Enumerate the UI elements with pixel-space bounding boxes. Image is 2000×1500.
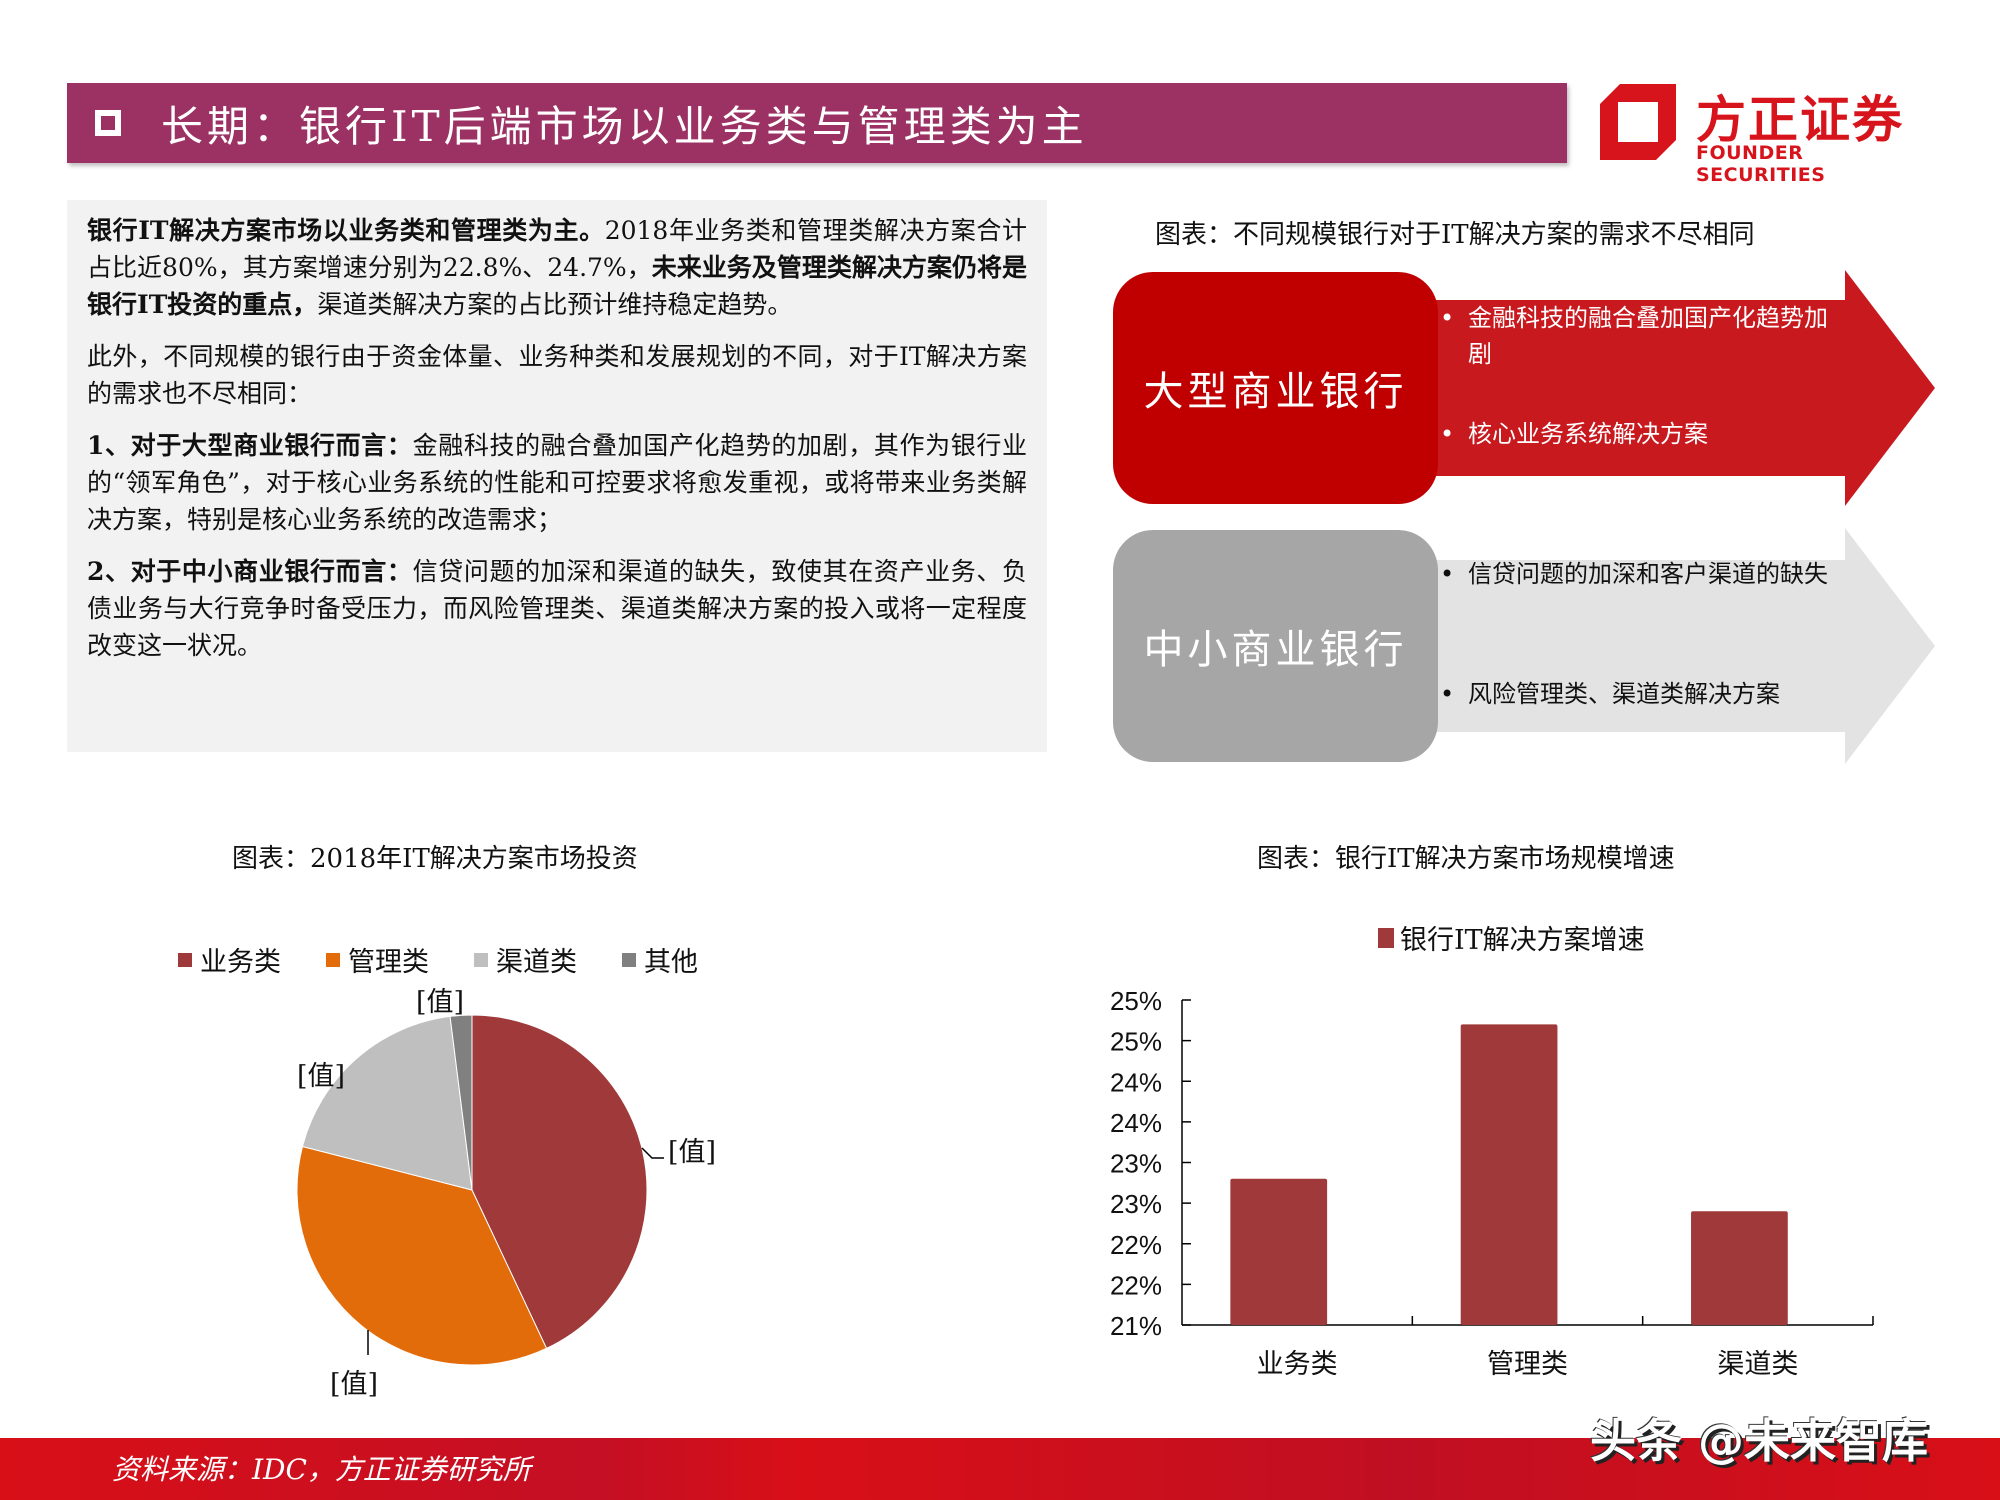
logo-english: FOUNDER SECURITIES	[1696, 142, 1826, 186]
y-tick-label: 23%	[1110, 1149, 1162, 1179]
pie-label-other: [值]	[416, 987, 465, 1018]
large-bank-bullet-2: • 核心业务系统解决方案	[1440, 416, 1840, 452]
bar-2	[1691, 1211, 1788, 1325]
p3-text: 金融科技的融合叠加国产化趋势的加剧，其作为银行业的“领军角色”，对于核心业务系统…	[87, 431, 1027, 534]
bullet-text: 金融科技的融合叠加国产化趋势加剧	[1468, 304, 1828, 368]
small-bank-bullet-2: • 风险管理类、渠道类解决方案	[1440, 676, 1860, 712]
legend-item-management: 管理类	[326, 940, 429, 979]
legend-swatch	[1378, 927, 1394, 948]
x-tick-label: 业务类	[1257, 1349, 1338, 1380]
pie-label-channel: [值]	[297, 1061, 346, 1092]
pie-slice-1	[296, 1145, 548, 1366]
watermark: 头条 @未来智库	[1590, 1414, 1929, 1468]
y-tick-label: 24%	[1110, 1108, 1162, 1138]
bar-1	[1460, 1024, 1558, 1325]
arrow-shapes	[1420, 270, 1935, 764]
y-tick-label: 22%	[1110, 1270, 1162, 1300]
legend-swatch	[622, 952, 636, 967]
legend-label: 其他	[644, 947, 698, 978]
paragraph-2: 此外，不同规模的银行由于资金体量、业务种类和发展规划的不同，对于IT解决方案的需…	[87, 342, 1027, 408]
large-bank-arrow	[1420, 270, 1935, 506]
legend-label: 业务类	[200, 947, 281, 978]
pie-label-management: [值]	[330, 1369, 379, 1400]
legend-label: 银行IT解决方案增速	[1400, 925, 1645, 956]
p1-text: 2018年业务类和管理类解决方案合计占比近80%，其方案增速分别为22.8%、2…	[87, 216, 1028, 282]
y-tick-label: 21%	[1110, 1311, 1162, 1341]
large-bank-bullet-1: • 金融科技的融合叠加国产化趋势加剧	[1440, 300, 1840, 372]
bullet-text: 信贷问题的加深和客户渠道的缺失	[1468, 560, 1828, 588]
founder-securities-logo: 方正证券 FOUNDER SECURITIES	[1598, 80, 1928, 186]
page-title: 长期：银行IT后端市场以业务类与管理类为主	[161, 101, 1088, 151]
p3-bold: 1、对于大型商业银行而言：	[87, 431, 413, 460]
title-bar: 长期：银行IT后端市场以业务类与管理类为主	[67, 83, 1567, 163]
small-bank-arrow	[1420, 528, 1935, 764]
legend-item-other: 其他	[622, 940, 698, 979]
square-bullet-icon	[95, 110, 121, 136]
bullet-text: 风险管理类、渠道类解决方案	[1468, 680, 1780, 708]
small-bank-box: 中小商业银行	[1113, 530, 1438, 762]
bar-legend: 银行IT解决方案增速	[1378, 918, 1645, 957]
footer-band: 资料来源：IDC，方正证券研究所	[0, 1438, 2000, 1500]
bar-0	[1230, 1178, 1328, 1325]
pie-legend: 业务类 管理类 渠道类 其他	[178, 940, 743, 979]
legend-swatch	[474, 952, 488, 967]
pie-slice-3	[449, 1014, 473, 1191]
leader-line	[641, 1147, 664, 1159]
text-panel: 银行IT解决方案市场以业务类和管理类为主。2018年业务类和管理类解决方案合计占…	[67, 200, 1047, 752]
y-tick-label: 25%	[1110, 986, 1162, 1016]
legend-item-channel: 渠道类	[474, 940, 577, 979]
p1-bold: 银行IT解决方案市场以业务类和管理类为主。	[87, 216, 605, 245]
large-bank-box: 大型商业银行	[1113, 272, 1438, 504]
legend-label: 渠道类	[496, 947, 577, 978]
small-bank-bullet-1: • 信贷问题的加深和客户渠道的缺失	[1440, 556, 1860, 592]
pie-slice-2	[301, 1015, 473, 1191]
paragraph-3: 1、对于大型商业银行而言：金融科技的融合叠加国产化趋势的加剧，其作为银行业的“领…	[87, 427, 1027, 538]
legend-swatch	[178, 952, 192, 967]
bullet-text: 核心业务系统解决方案	[1468, 420, 1708, 448]
pie-chart-title: 图表：2018年IT解决方案市场投资	[232, 844, 638, 874]
p4-text: 信贷问题的加深和渠道的缺失，致使其在资产业务、负债业务与大行竞争时备受压力，而风…	[87, 557, 1027, 660]
paragraph-4: 2、对于中小商业银行而言：信贷问题的加深和渠道的缺失，致使其在资产业务、负债业务…	[87, 553, 1027, 664]
x-tick-label: 管理类	[1487, 1349, 1568, 1380]
pie-slice-0	[471, 1014, 648, 1350]
pie-label-business: [值]	[668, 1137, 717, 1168]
source-note: 资料来源：IDC，方正证券研究所	[112, 1453, 531, 1486]
y-tick-label: 25%	[1110, 1027, 1162, 1057]
bar-chart-title: 图表：银行IT解决方案市场规模增速	[1257, 844, 1675, 874]
legend-swatch	[326, 952, 340, 967]
legend-item-business: 业务类	[178, 940, 281, 979]
p1-text-2: 渠道类解决方案的占比预计维持稳定趋势。	[317, 290, 793, 319]
x-tick-label: 渠道类	[1717, 1349, 1798, 1380]
y-tick-label: 22%	[1110, 1230, 1162, 1260]
p4-bold: 2、对于中小商业银行而言：	[87, 557, 413, 586]
diagram-caption: 图表：不同规模银行对于IT解决方案的需求不尽相同	[1155, 220, 1755, 250]
paragraph-1: 银行IT解决方案市场以业务类和管理类为主。2018年业务类和管理类解决方案合计占…	[87, 212, 1027, 323]
logo-chinese: 方正证券	[1696, 91, 1904, 149]
legend-label: 管理类	[348, 947, 429, 978]
y-tick-label: 24%	[1110, 1067, 1162, 1097]
p1-bold-2: 未来业务及管理类解决方案仍将是银行IT投资的重点，	[87, 253, 1027, 319]
bank-needs-diagram: 大型商业银行 • 金融科技的融合叠加国产化趋势加剧 • 核心业务系统解决方案 中小商…	[1110, 270, 1935, 770]
logo-mark-icon	[1600, 84, 1676, 160]
y-tick-label: 23%	[1110, 1189, 1162, 1219]
